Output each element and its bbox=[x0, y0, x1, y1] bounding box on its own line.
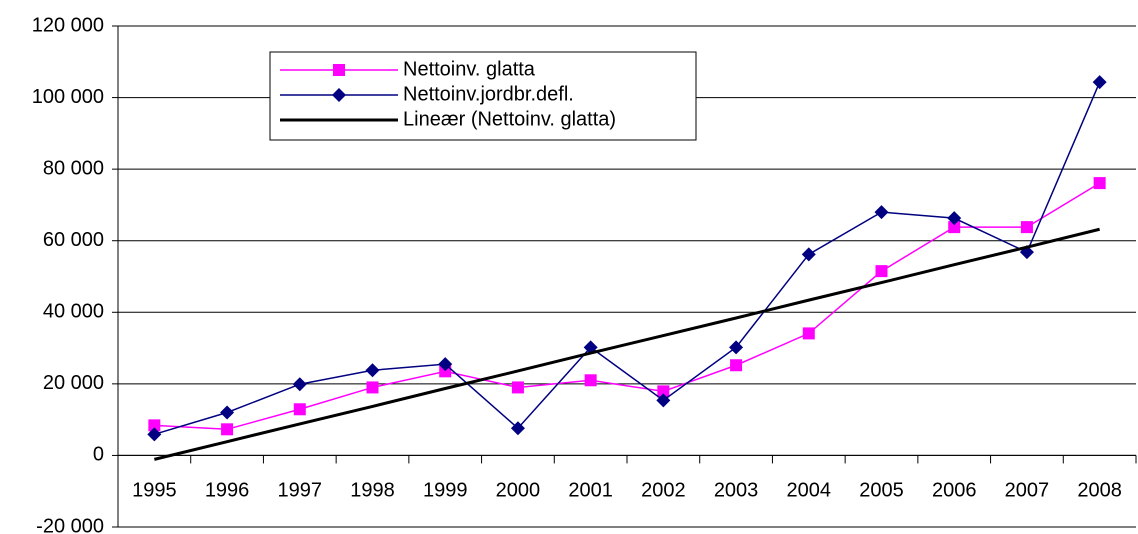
marker bbox=[220, 405, 235, 420]
y-tick-label: 100 000 bbox=[32, 86, 104, 108]
marker bbox=[438, 357, 453, 372]
x-tick-label: 2007 bbox=[1005, 480, 1050, 502]
marker bbox=[332, 88, 346, 102]
marker bbox=[510, 421, 525, 436]
marker bbox=[221, 423, 234, 436]
x-tick-label: 2003 bbox=[714, 480, 759, 502]
marker bbox=[439, 365, 452, 378]
x-tick-label: 2002 bbox=[641, 480, 686, 502]
marker bbox=[365, 363, 380, 378]
marker bbox=[801, 247, 816, 262]
x-tick-label: 1997 bbox=[278, 480, 323, 502]
x-tick-label: 2008 bbox=[1077, 480, 1122, 502]
x-tick-label: 2004 bbox=[787, 480, 832, 502]
marker bbox=[1093, 177, 1106, 190]
marker bbox=[148, 419, 161, 432]
marker bbox=[948, 221, 961, 234]
marker bbox=[584, 374, 597, 387]
marker bbox=[511, 381, 524, 394]
trend-line bbox=[154, 227, 1100, 461]
marker bbox=[1020, 221, 1033, 234]
y-tick-label: 40 000 bbox=[43, 301, 104, 323]
marker bbox=[729, 340, 744, 355]
y-tick-label: -20 000 bbox=[36, 515, 104, 534]
y-tick-label: 80 000 bbox=[43, 157, 104, 179]
legend-label: Nettoinv.jordbr.defl. bbox=[403, 83, 574, 105]
marker bbox=[333, 64, 345, 76]
x-tick-label: 1996 bbox=[205, 480, 250, 502]
legend: Nettoinv. glatta Nettoinv.jordbr.defl. Lin… bbox=[269, 51, 697, 141]
marker bbox=[875, 265, 888, 278]
x-tick-label: 2006 bbox=[932, 480, 977, 502]
y-tick-label: 120 000 bbox=[32, 14, 104, 36]
marker bbox=[1092, 75, 1107, 90]
series-line bbox=[154, 81, 1101, 436]
x-tick-label: 1995 bbox=[132, 480, 177, 502]
y-tick-label: 0 bbox=[93, 444, 104, 466]
series-line bbox=[154, 182, 1101, 431]
x-tick-label: 2001 bbox=[568, 480, 613, 502]
marker bbox=[656, 393, 671, 408]
marker bbox=[366, 381, 379, 394]
marker bbox=[947, 211, 962, 226]
x-tick-label: 1998 bbox=[350, 480, 395, 502]
y-tick-label: 60 000 bbox=[43, 229, 104, 251]
x-tick-label: 2000 bbox=[496, 480, 541, 502]
x-tick-label: 2005 bbox=[859, 480, 904, 502]
y-tick-label: 20 000 bbox=[43, 372, 104, 394]
marker bbox=[147, 427, 162, 442]
marker bbox=[874, 205, 889, 220]
legend-label: Lineær (Nettoinv. glatta) bbox=[403, 108, 616, 130]
marker bbox=[657, 385, 670, 398]
legend-label: Nettoinv. glatta bbox=[403, 58, 536, 80]
marker bbox=[802, 327, 815, 340]
marker bbox=[730, 359, 743, 372]
marker bbox=[292, 377, 307, 392]
marker bbox=[293, 403, 306, 416]
x-tick-label: 1999 bbox=[423, 480, 468, 502]
